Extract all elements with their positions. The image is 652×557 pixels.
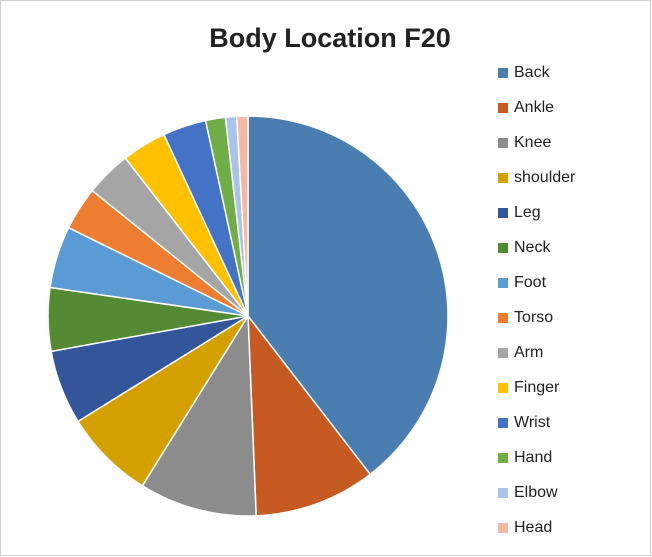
legend-swatch bbox=[498, 523, 508, 533]
legend-label: Neck bbox=[514, 239, 551, 256]
legend-label: Arm bbox=[514, 344, 543, 361]
legend-swatch bbox=[498, 348, 508, 358]
legend-swatch bbox=[498, 278, 508, 288]
legend-swatch bbox=[498, 418, 508, 428]
legend-label: Head bbox=[514, 519, 552, 536]
legend-swatch bbox=[498, 243, 508, 253]
legend-label: Knee bbox=[514, 134, 551, 151]
legend-label: Elbow bbox=[514, 484, 558, 501]
legend-swatch bbox=[498, 103, 508, 113]
legend-swatch bbox=[498, 68, 508, 78]
legend-label: Hand bbox=[514, 449, 552, 466]
legend-label: shoulder bbox=[514, 169, 576, 186]
legend-swatch bbox=[498, 138, 508, 148]
chart-title: Body Location F20 bbox=[209, 23, 451, 53]
legend-swatch bbox=[498, 208, 508, 218]
legend-swatch bbox=[498, 453, 508, 463]
legend-label: Torso bbox=[514, 309, 553, 326]
legend-label: Back bbox=[514, 64, 551, 81]
legend-label: Leg bbox=[514, 204, 541, 221]
pie-slice bbox=[141, 313, 257, 517]
legend-label: Wrist bbox=[514, 414, 551, 431]
legend-swatch bbox=[498, 488, 508, 498]
legend-swatch bbox=[498, 383, 508, 393]
pie-slice bbox=[235, 115, 249, 317]
legend-label: Finger bbox=[514, 379, 560, 396]
legend-swatch bbox=[498, 313, 508, 323]
pie-slice bbox=[247, 313, 372, 517]
legend-swatch bbox=[498, 173, 508, 183]
legend-label: Foot bbox=[514, 274, 547, 291]
legend-label: Ankle bbox=[514, 99, 554, 116]
pie-slice bbox=[247, 115, 449, 476]
